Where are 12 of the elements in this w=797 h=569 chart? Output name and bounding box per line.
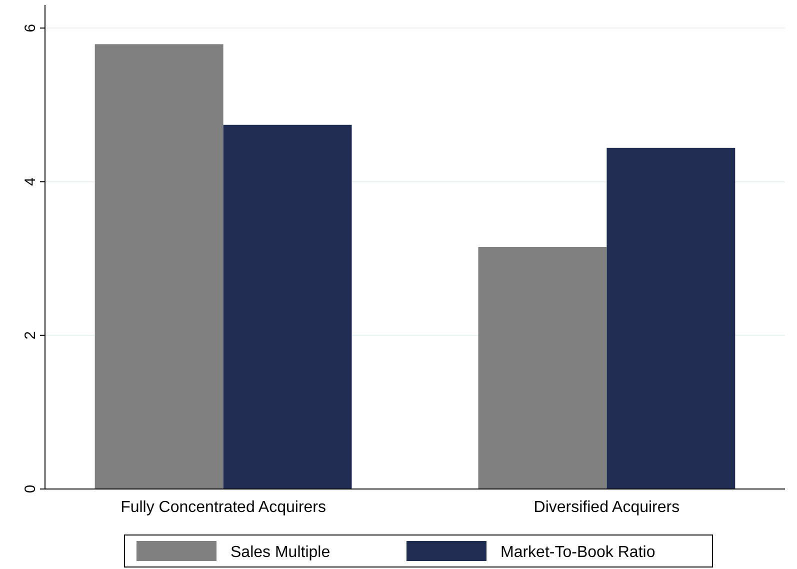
bar (606, 148, 736, 489)
bar (94, 44, 224, 489)
legend-label: Market-To-Book Ratio (500, 544, 656, 561)
x-tick-label: Fully Concentrated Acquirers (120, 499, 326, 516)
legend-label: Sales Multiple (230, 544, 330, 561)
y-tick-label: 0 (22, 484, 39, 494)
bar (478, 247, 607, 489)
y-tick-label: 2 (22, 331, 39, 340)
y-tick-label: 4 (22, 178, 39, 186)
bar (223, 124, 352, 489)
x-tick-label: Diversified Acquirers (534, 499, 680, 516)
y-tick-label: 6 (22, 24, 39, 32)
